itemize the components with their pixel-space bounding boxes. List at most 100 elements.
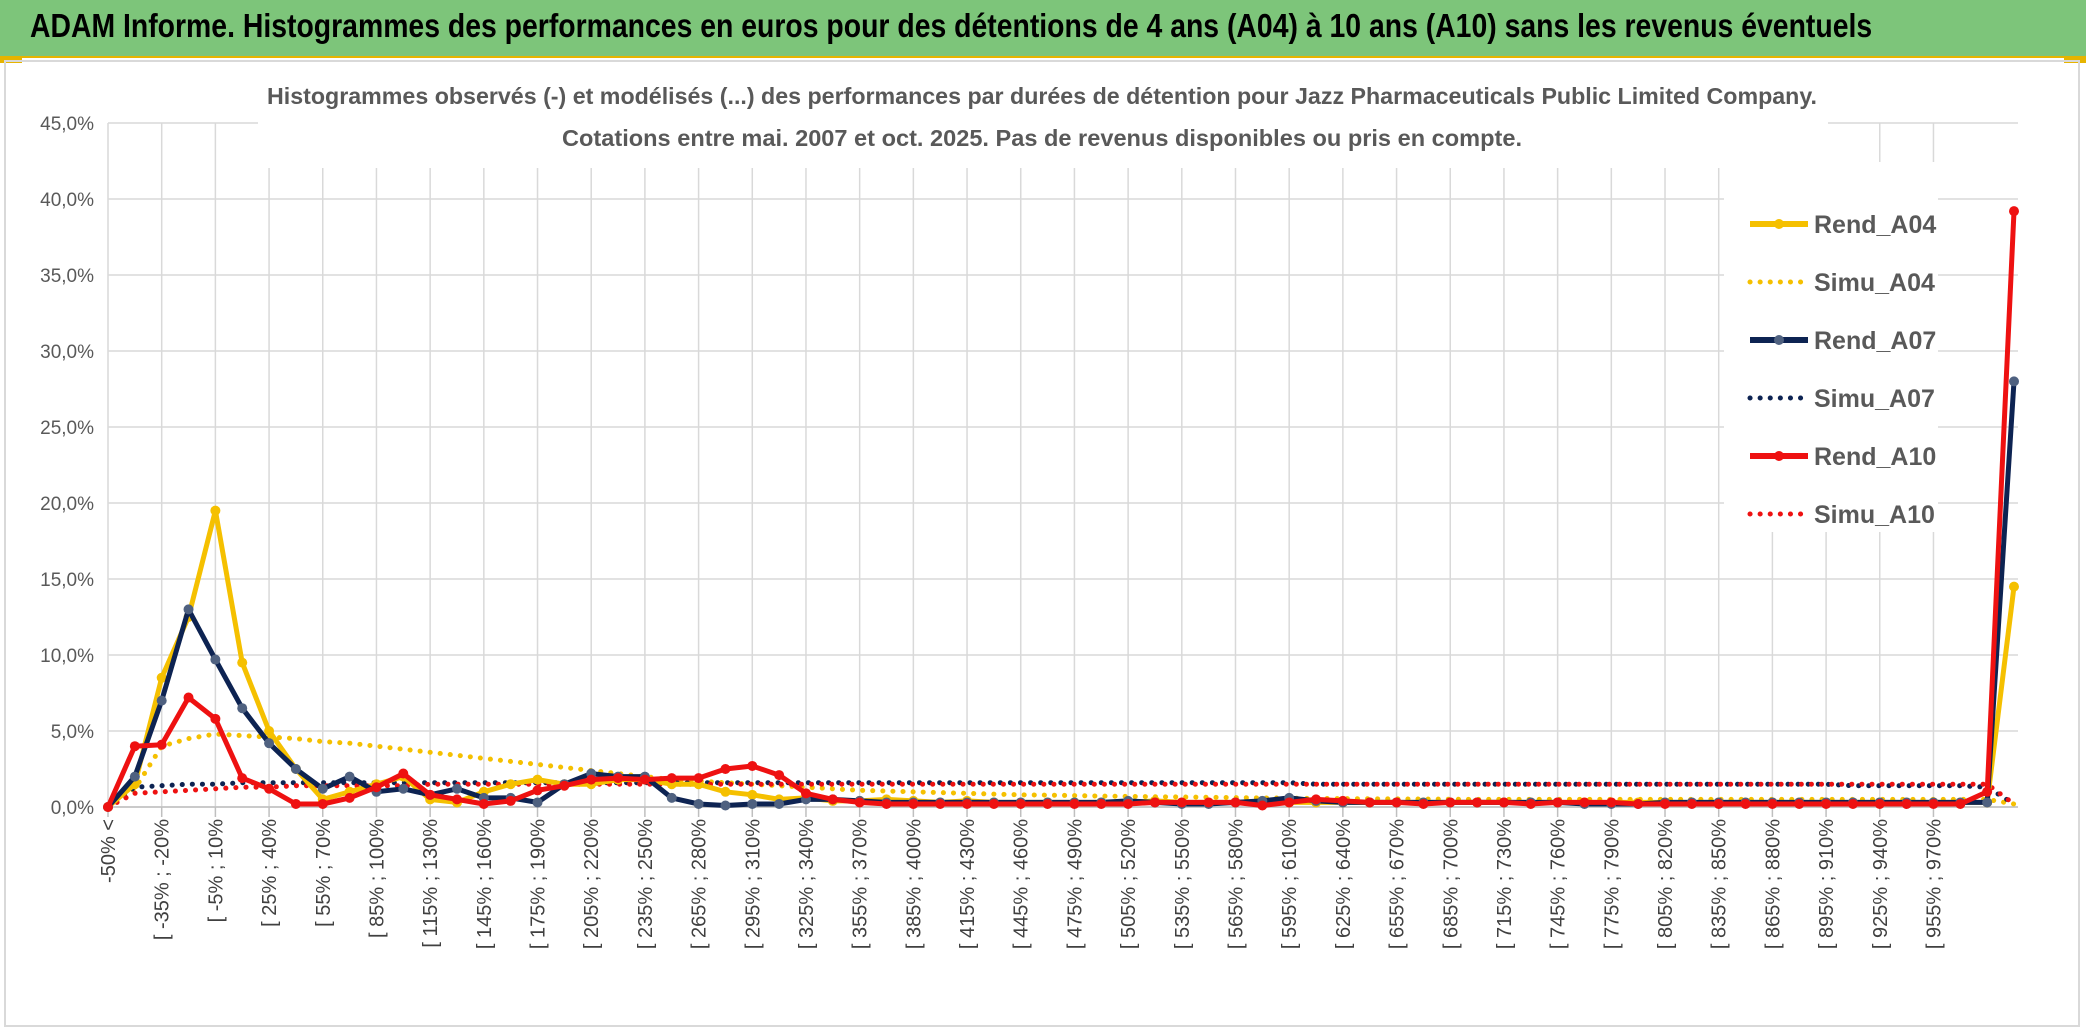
x-tick-label: [ 745% ; 760% xyxy=(1548,819,1570,949)
series-rend-a07-point xyxy=(2009,376,2019,387)
legend: Rend_A04 Simu_A04 Rend_A07 Simu_A07 Rend_A10… xyxy=(1724,162,1938,532)
series-rend-a10-point xyxy=(1042,798,1053,809)
series-rend-a10-point xyxy=(774,770,785,781)
series-rend-a10-point xyxy=(237,773,248,784)
series-rend-a10-point xyxy=(1391,797,1402,808)
series-rend-a07-point xyxy=(183,604,194,615)
y-tick-label: 45,0% xyxy=(40,114,94,135)
series-rend-a07-point xyxy=(290,764,301,774)
series-rend-a10-point xyxy=(532,785,543,796)
chart-title: Histogrammes observés (-) et modélisés (… xyxy=(267,83,1817,109)
series-rend-a10-point xyxy=(183,692,194,703)
series-rend-a10-point xyxy=(1606,797,1617,808)
series-rend-a04-point xyxy=(747,789,758,800)
legend-label-rend-a04: Rend_A04 xyxy=(1814,211,1936,239)
x-tick-label: [ 385% ; 400% xyxy=(903,819,925,949)
series-rend-a04-point xyxy=(720,786,731,797)
x-tick-label: -50% < xyxy=(98,819,120,883)
series-rend-a10-point xyxy=(881,798,892,809)
series-rend-a10-point xyxy=(478,798,489,809)
x-tick-label: [ 325% ; 340% xyxy=(796,819,818,949)
y-tick-label: 40,0% xyxy=(40,190,94,211)
title-background xyxy=(258,66,1828,168)
series-rend-a07-point xyxy=(344,771,355,782)
y-tick-label: 5,0% xyxy=(51,722,94,743)
x-tick-label: [ 235% ; 250% xyxy=(635,819,657,949)
y-tick-label: 15,0% xyxy=(40,570,94,591)
x-tick-label: [ 595% ; 610% xyxy=(1279,819,1301,949)
x-tick-label: [ 205% ; 220% xyxy=(581,819,603,949)
x-tick-label: [ -5% ; 10% xyxy=(205,819,227,923)
series-rend-a10-point xyxy=(800,788,811,799)
series-rend-a07-point xyxy=(210,654,221,665)
series-rend-a07-point xyxy=(1982,797,1993,808)
series-rend-a10-point xyxy=(1337,795,1348,806)
histogram-chart: 0,0% 5,0% 10,0% 15,0% 20,0% 25,0% 30,0% 35,0% 40… xyxy=(40,66,2019,949)
series-rend-a04-line xyxy=(106,508,2017,809)
series-rend-a10-point xyxy=(156,739,167,750)
series-rend-a04-point xyxy=(2009,581,2019,592)
series-rend-a07-point xyxy=(129,771,140,782)
series-rend-a10-point xyxy=(1579,797,1590,808)
legend-label-rend-a10: Rend_A10 xyxy=(1814,443,1936,471)
series-rend-a07-point xyxy=(317,783,328,794)
series-rend-a10-point xyxy=(1713,798,1724,809)
series-rend-a10-point xyxy=(505,795,516,806)
series-rend-a04-point xyxy=(237,657,248,668)
series-rend-a10-point xyxy=(1928,798,1939,809)
series-rend-a04-point xyxy=(210,505,221,516)
series-rend-a10-point xyxy=(1445,797,1456,808)
x-tick-label: [ 775% ; 790% xyxy=(1601,819,1623,949)
x-tick-label: [ 895% ; 910% xyxy=(1816,819,1838,949)
y-tick-label: 25,0% xyxy=(40,418,94,439)
series-rend-a10-point xyxy=(264,783,275,794)
series-rend-a07-point xyxy=(398,783,409,794)
series-rend-a10-point xyxy=(666,773,677,784)
x-tick-label: [ 475% ; 490% xyxy=(1064,819,1086,949)
series-rend-a10-point xyxy=(586,774,597,785)
x-tick-label: [ 835% ; 850% xyxy=(1709,819,1731,949)
series-rend-a10-point xyxy=(827,794,838,805)
series-rend-a10-point xyxy=(1955,798,1966,809)
x-tick-label: [ 685% ; 700% xyxy=(1440,819,1462,949)
series-rend-a10-point xyxy=(1311,794,1322,805)
series-rend-a07-point xyxy=(156,695,167,706)
x-tick-label: [ 445% ; 460% xyxy=(1011,819,1033,949)
x-tick-label: [ 955% ; 970% xyxy=(1923,819,1945,949)
series-rend-a10-point xyxy=(1525,798,1536,809)
x-tick-label: [ 55% ; 70% xyxy=(313,819,335,927)
series-rend-a04-point xyxy=(532,774,543,785)
series-rend-a10-point xyxy=(103,802,113,812)
series-rend-a10-point xyxy=(129,741,140,752)
y-tick-label: 30,0% xyxy=(40,342,94,363)
series-rend-a10-point xyxy=(962,798,973,809)
x-tick-label: [ 565% ; 580% xyxy=(1225,819,1247,949)
series-rend-a10-point xyxy=(398,768,409,779)
x-tick-label: [ 655% ; 670% xyxy=(1387,819,1409,949)
series-simu-a10-line xyxy=(105,781,2017,810)
legend-label-rend-a07: Rend_A07 xyxy=(1814,327,1936,355)
series-rend-a10-point xyxy=(425,789,436,800)
y-tick-label: 35,0% xyxy=(40,266,94,287)
series-rend-a10-point xyxy=(1149,797,1160,808)
y-axis: 0,0% 5,0% 10,0% 15,0% 20,0% 25,0% 30,0% 35,0% 40… xyxy=(40,114,94,819)
legend-marker-rend-a04 xyxy=(1774,219,1784,229)
x-tick-label: [ 115% ; 130% xyxy=(420,819,442,948)
x-tick-label: [ 715% ; 730% xyxy=(1494,819,1516,949)
series-rend-a10-point xyxy=(1552,797,1563,808)
series-rend-a10-point xyxy=(1472,797,1483,808)
chart-subtitle: Cotations entre mai. 2007 et oct. 2025. … xyxy=(562,125,1522,151)
legend-label-simu-a07: Simu_A07 xyxy=(1814,385,1935,413)
series-rend-a10-point xyxy=(1794,798,1805,809)
series-rend-a10-point xyxy=(1096,798,1107,809)
series-rend-a10-point xyxy=(1069,798,1080,809)
y-tick-label: 0,0% xyxy=(51,798,94,819)
series-rend-a04-point xyxy=(264,726,275,736)
x-tick-label: [ 85% ; 100% xyxy=(366,819,388,938)
series-rend-a10-point xyxy=(1767,798,1778,809)
series-rend-a10-point xyxy=(1821,798,1832,809)
series-rend-a10-point xyxy=(639,774,650,785)
x-axis: -50% < [ -35% ; -20% [ -5% ; 10% [ 25% ; 40… xyxy=(98,806,2018,949)
y-tick-label: 20,0% xyxy=(40,494,94,515)
series-rend-a07-point xyxy=(747,798,758,809)
